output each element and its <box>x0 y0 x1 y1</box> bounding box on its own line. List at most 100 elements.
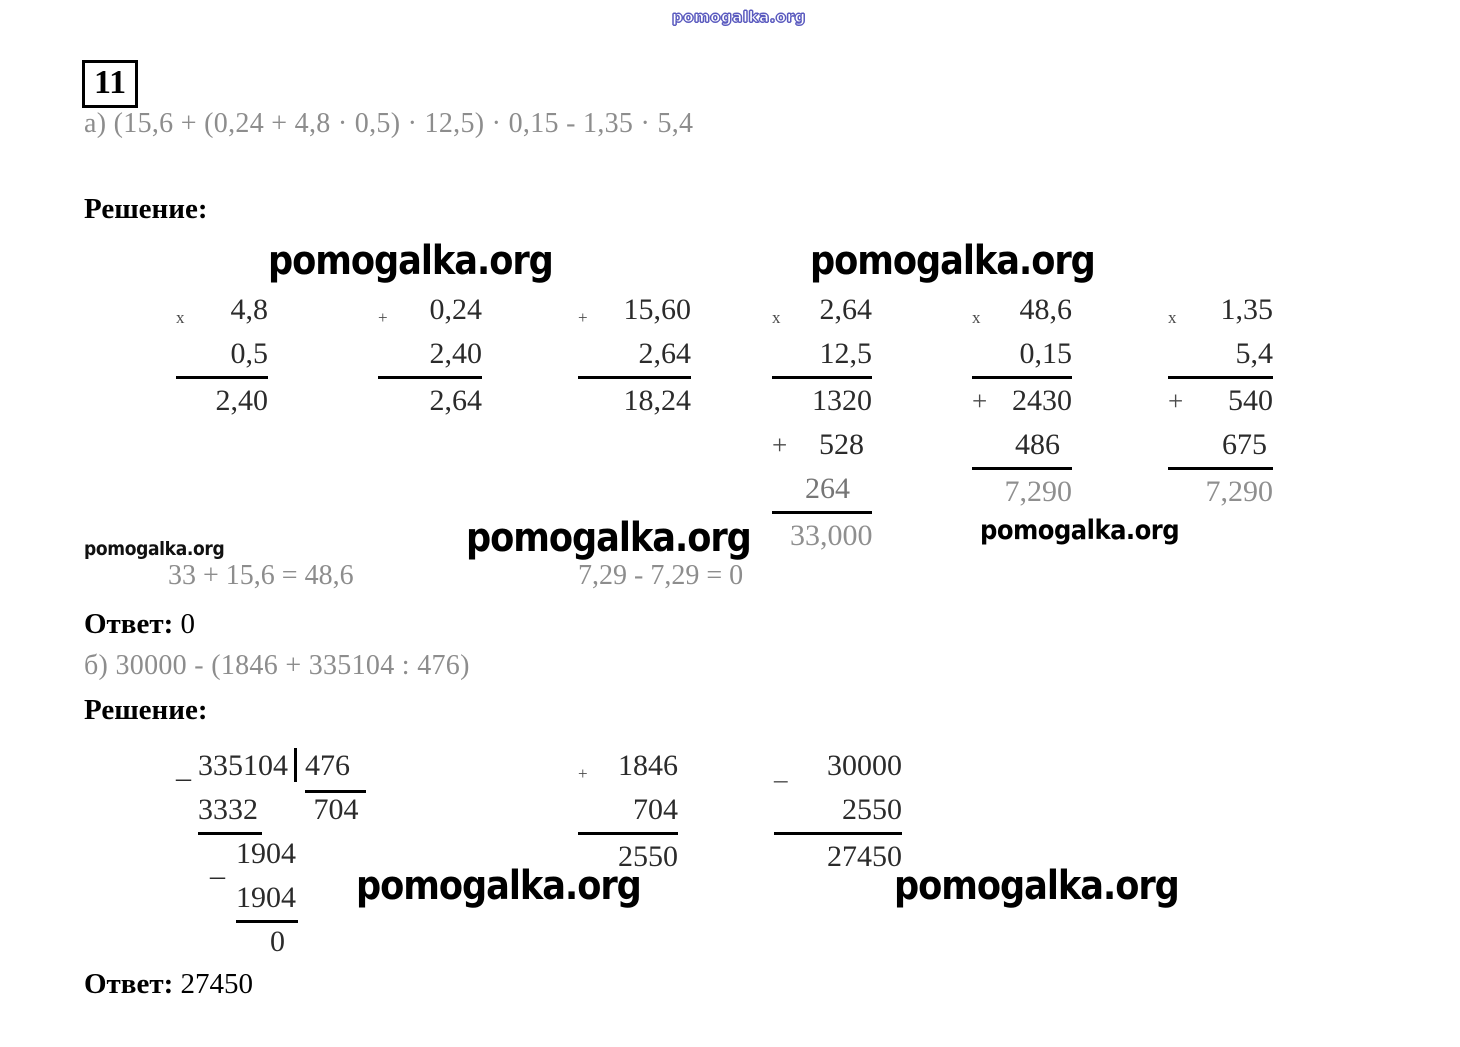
quotient-value: 704 <box>313 793 359 826</box>
column-multiply-4-8-by-0-5: x 4,8 0,5 2,40 <box>176 288 268 423</box>
watermark-big-5: pomogalka.org <box>894 863 1180 909</box>
operand-value: 704 <box>633 793 678 826</box>
dividend-value: 335104 <box>198 749 288 782</box>
partial-product: 2430 <box>1012 384 1072 417</box>
operand-value: 2,64 <box>638 337 692 370</box>
operand-value: 15,60 <box>623 293 692 326</box>
step-value: 1904 <box>236 876 298 923</box>
column-row-operand2: 2550 <box>774 788 902 835</box>
operand-value: 0,15 <box>1019 337 1073 370</box>
column-multiply-1-35-by-5-4: x 1,35 5,4 + 540 675 7,290 <box>1168 288 1273 514</box>
operator-symbol: + <box>378 308 388 327</box>
operand-value: 5,4 <box>1235 337 1274 370</box>
answer-value: 27450 <box>180 968 254 1000</box>
column-row-operand1: x 2,64 <box>772 288 872 332</box>
partial-product: 486 <box>1015 428 1060 461</box>
answer-value: 0 <box>180 608 196 640</box>
column-row-operand2: 5,4 <box>1168 332 1273 379</box>
column-row-result: 2550 <box>578 835 678 879</box>
column-row-partial-1: + 540 <box>1168 379 1273 423</box>
part-b-expression: б) 30000 - (1846 + 335104 : 476) <box>84 650 470 681</box>
result-value: 27450 <box>827 840 902 873</box>
operand-value: 30000 <box>827 749 902 782</box>
column-row-operand1: x 48,6 <box>972 288 1072 332</box>
operand-value: 0,5 <box>230 337 269 370</box>
column-row-operand1: x 4,8 <box>176 288 268 332</box>
operator-symbol: + <box>578 308 588 327</box>
result-value: 2,64 <box>429 384 483 417</box>
operator-symbol: x <box>772 308 781 327</box>
column-row-result: 2,40 <box>176 379 269 423</box>
operand-value: 2,40 <box>429 337 483 370</box>
column-row-operand1: _ 30000 <box>774 744 902 788</box>
operand-value: 0,24 <box>429 293 483 326</box>
operand-value: 4,8 <box>230 293 269 326</box>
division-remainder-row: 0 <box>176 920 366 964</box>
division-header-row: _ 335104 476 <box>176 744 366 793</box>
operator-symbol: + <box>972 386 988 416</box>
division-step1-row: 3332 704 <box>176 788 366 835</box>
column-row-operand2: 2,40 <box>378 332 482 379</box>
column-row-operand1: + 15,60 <box>578 288 691 332</box>
division-step2-row: _ 1904 <box>176 832 366 882</box>
column-add-0-24-and-2-40: + 0,24 2,40 2,64 <box>378 288 482 423</box>
column-multiply-48-6-by-0-15: x 48,6 0,15 + 2430 486 7,290 <box>972 288 1072 514</box>
operator-symbol: x <box>176 308 185 327</box>
result-value: 33,000 <box>790 519 873 552</box>
result-value: 2550 <box>618 840 678 873</box>
watermark-big-3: pomogalka.org <box>466 515 752 561</box>
equation-a-right: 7,29 - 7,29 = 0 <box>578 560 744 591</box>
operand-value: 2,64 <box>819 293 873 326</box>
column-row-result: 7,290 <box>972 470 1073 514</box>
operator-symbol: + <box>772 430 788 460</box>
remainder-value: 0 <box>270 925 285 958</box>
step-value: 1904 <box>236 837 296 870</box>
column-multiply-2-64-by-12-5: x 2,64 12,5 1320 + 528 264 33,000 <box>772 288 873 558</box>
column-row-partial-3: 264 <box>772 467 872 514</box>
partial-product: 540 <box>1228 384 1273 417</box>
column-row-operand2: 0,15 <box>972 332 1072 379</box>
solution-label-b: Решение: <box>84 694 208 726</box>
column-row-operand2: 12,5 <box>772 332 872 379</box>
column-add-1846-and-704: + 1846 704 2550 <box>578 744 678 879</box>
column-row-operand1: x 1,35 <box>1168 288 1273 332</box>
operator-symbol: + <box>1168 386 1184 416</box>
answer-line-b: Ответ: 27450 <box>84 968 253 1001</box>
equation-a-left: 33 + 15,6 = 48,6 <box>168 560 354 591</box>
division-step3-row: 1904 <box>176 876 366 923</box>
part-a-expression: а) (15,6 + (0,24 + 4,8 · 0,5) · 12,5) · … <box>84 108 694 139</box>
operand-value: 1,35 <box>1220 293 1274 326</box>
column-row-result: 2,64 <box>378 379 483 423</box>
partial-product: 1320 <box>812 384 872 417</box>
operand-value: 1846 <box>618 749 678 782</box>
result-value: 7,290 <box>1205 475 1274 508</box>
task-number-badge: 11 <box>82 60 139 108</box>
solution-label-a: Решение: <box>84 193 208 225</box>
column-subtract-2550-from-30000: _ 30000 2550 27450 <box>774 744 902 879</box>
watermark-big-4: pomogalka.org <box>356 863 642 909</box>
result-value: 18,24 <box>623 384 692 417</box>
answer-label: Ответ: <box>84 968 174 1000</box>
column-row-operand2: 0,5 <box>176 332 268 379</box>
watermark-mid-1: pomogalka.org <box>980 515 1180 546</box>
operand-value: 12,5 <box>819 337 873 370</box>
column-row-result: 7,290 <box>1168 470 1274 514</box>
long-division-block: _ 335104 476 3332 704 _ 1904 1904 0 <box>176 744 366 964</box>
division-vertical-bar <box>294 748 297 782</box>
column-add-15-60-and-2-64: + 15,60 2,64 18,24 <box>578 288 691 423</box>
column-row-operand1: + 0,24 <box>378 288 482 332</box>
operator-symbol: x <box>1168 308 1177 327</box>
column-row-result: 18,24 <box>578 379 692 423</box>
column-row-operand1: + 1846 <box>578 744 678 788</box>
result-value: 2,40 <box>215 384 269 417</box>
watermark-small-1: pomogalka.org <box>84 538 225 560</box>
operand-value: 2550 <box>842 793 902 826</box>
partial-product: 675 <box>1222 428 1267 461</box>
partial-product: 528 <box>819 428 864 461</box>
column-row-partial-2: 486 <box>972 423 1072 470</box>
column-row-partial-2: + 528 <box>772 423 872 467</box>
watermark-big-1: pomogalka.org <box>268 238 554 284</box>
operator-symbol: + <box>578 764 588 783</box>
answer-line-a: Ответ: 0 <box>84 608 195 641</box>
